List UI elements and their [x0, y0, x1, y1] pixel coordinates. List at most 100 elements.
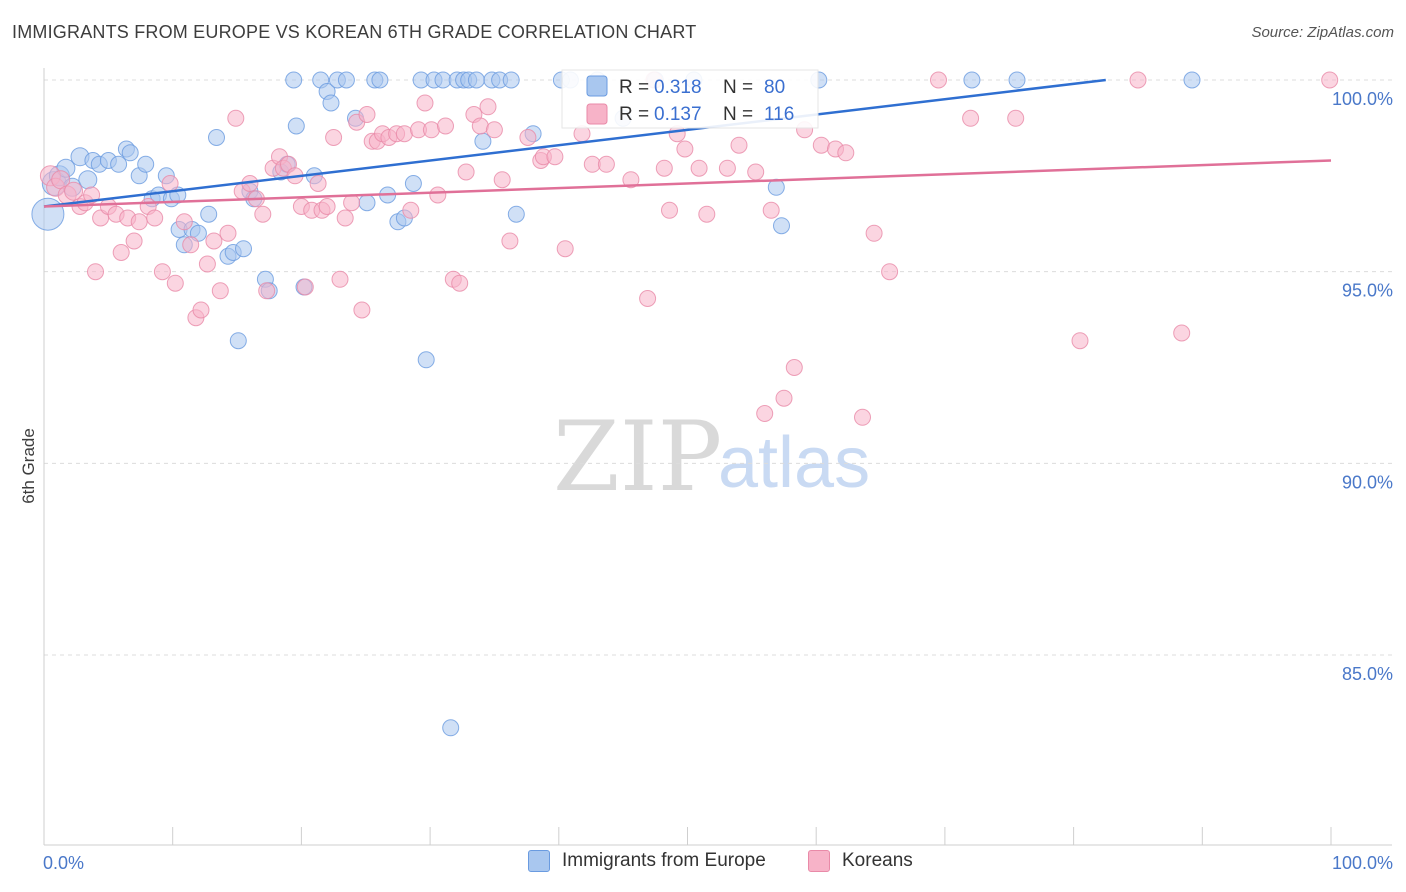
data-point — [556, 240, 574, 258]
data-point — [325, 129, 343, 146]
source-credit: Source: ZipAtlas.com — [1251, 24, 1394, 41]
data-point — [773, 217, 790, 235]
legend-item-koreans[interactable]: Koreans — [808, 850, 913, 872]
data-point — [64, 181, 84, 201]
series-legend: Immigrants from Europe Koreans — [0, 850, 1406, 880]
trend-line-koreans — [43, 159, 1332, 208]
data-point — [437, 117, 454, 135]
data-point — [502, 71, 520, 89]
data-point — [467, 71, 485, 89]
legend-r-value-1: 0.137 — [654, 104, 702, 125]
data-point — [198, 255, 216, 273]
data-point — [422, 121, 440, 139]
legend-swatch-koreans-bottom — [808, 850, 830, 872]
data-point — [837, 144, 855, 162]
data-point — [1183, 71, 1201, 89]
data-point — [416, 94, 434, 112]
data-point — [87, 263, 104, 281]
data-point — [211, 282, 229, 300]
data-point — [676, 140, 694, 158]
stats-legend: R = 0.318 N = 80 R = 0.137 N = 116 — [561, 69, 819, 129]
legend-swatch-europe-bottom — [528, 850, 550, 872]
legend-n-label-0: N = — [723, 77, 753, 98]
data-point — [219, 224, 237, 242]
data-point — [451, 274, 469, 292]
data-point — [762, 201, 780, 219]
data-point — [655, 159, 673, 177]
watermark: ZIP atlas — [553, 401, 870, 513]
data-point — [146, 209, 164, 227]
data-point — [493, 171, 511, 189]
data-point — [121, 144, 139, 162]
data-point — [785, 359, 803, 376]
data-point — [1129, 71, 1147, 89]
legend-label-europe: Immigrants from Europe — [562, 850, 766, 871]
data-point — [130, 213, 148, 231]
y-tick-label: 100.0% — [1332, 89, 1393, 109]
data-point — [229, 332, 247, 350]
data-point — [110, 155, 128, 173]
legend-r-value-0: 0.318 — [654, 77, 702, 98]
data-point — [83, 186, 101, 204]
data-point — [182, 236, 200, 254]
data-point — [698, 205, 716, 223]
data-point — [336, 209, 354, 227]
x-tick-labels: 0.0% 100.0% — [43, 853, 1393, 873]
y-tick-label: 85.0% — [1342, 664, 1393, 684]
data-point — [417, 351, 435, 369]
data-point — [153, 263, 171, 281]
data-point — [639, 290, 657, 307]
series-layer — [31, 71, 1339, 737]
data-point — [507, 205, 525, 223]
data-point — [125, 232, 143, 250]
legend-n-value-1: 116 — [764, 104, 794, 125]
data-point — [395, 125, 413, 143]
data-point — [322, 94, 340, 112]
data-point — [161, 175, 179, 192]
data-point — [756, 405, 774, 422]
data-point — [192, 301, 210, 319]
data-point — [235, 240, 252, 258]
data-point — [597, 155, 615, 173]
data-point — [404, 175, 422, 192]
legend-r-label-1: R = — [619, 104, 649, 125]
data-point — [854, 408, 871, 426]
data-point — [1007, 109, 1025, 127]
legend-item-europe[interactable]: Immigrants from Europe — [528, 850, 766, 872]
x-tick-label-start: 0.0% — [43, 853, 84, 873]
data-point — [546, 148, 564, 166]
data-point — [402, 201, 420, 219]
data-point — [31, 197, 65, 231]
data-point — [1071, 332, 1089, 350]
data-point — [1008, 71, 1026, 89]
data-point — [137, 155, 155, 173]
data-point — [309, 175, 327, 192]
data-point — [112, 244, 130, 261]
legend-swatch-koreans — [586, 103, 608, 125]
legend-n-value-0: 80 — [764, 77, 785, 98]
data-point — [208, 129, 225, 146]
data-point — [318, 198, 336, 215]
y-tick-label: 90.0% — [1342, 472, 1393, 492]
data-point — [622, 171, 640, 189]
data-point — [479, 98, 497, 116]
data-point — [962, 109, 980, 127]
data-point — [730, 136, 748, 154]
trend-lines — [43, 78, 1332, 208]
data-point — [205, 232, 223, 250]
data-point — [285, 71, 303, 89]
data-point — [881, 263, 899, 281]
data-point — [519, 129, 537, 146]
data-point — [227, 109, 245, 127]
data-point — [175, 213, 193, 231]
data-point — [661, 201, 678, 219]
data-point — [812, 136, 830, 154]
data-point — [583, 155, 601, 173]
trend-line-europe — [43, 78, 1106, 208]
y-tick-label: 95.0% — [1342, 281, 1393, 301]
data-point — [331, 270, 349, 288]
data-point — [1321, 71, 1339, 89]
data-point — [747, 163, 765, 181]
data-point — [258, 282, 276, 300]
data-point — [358, 106, 376, 123]
